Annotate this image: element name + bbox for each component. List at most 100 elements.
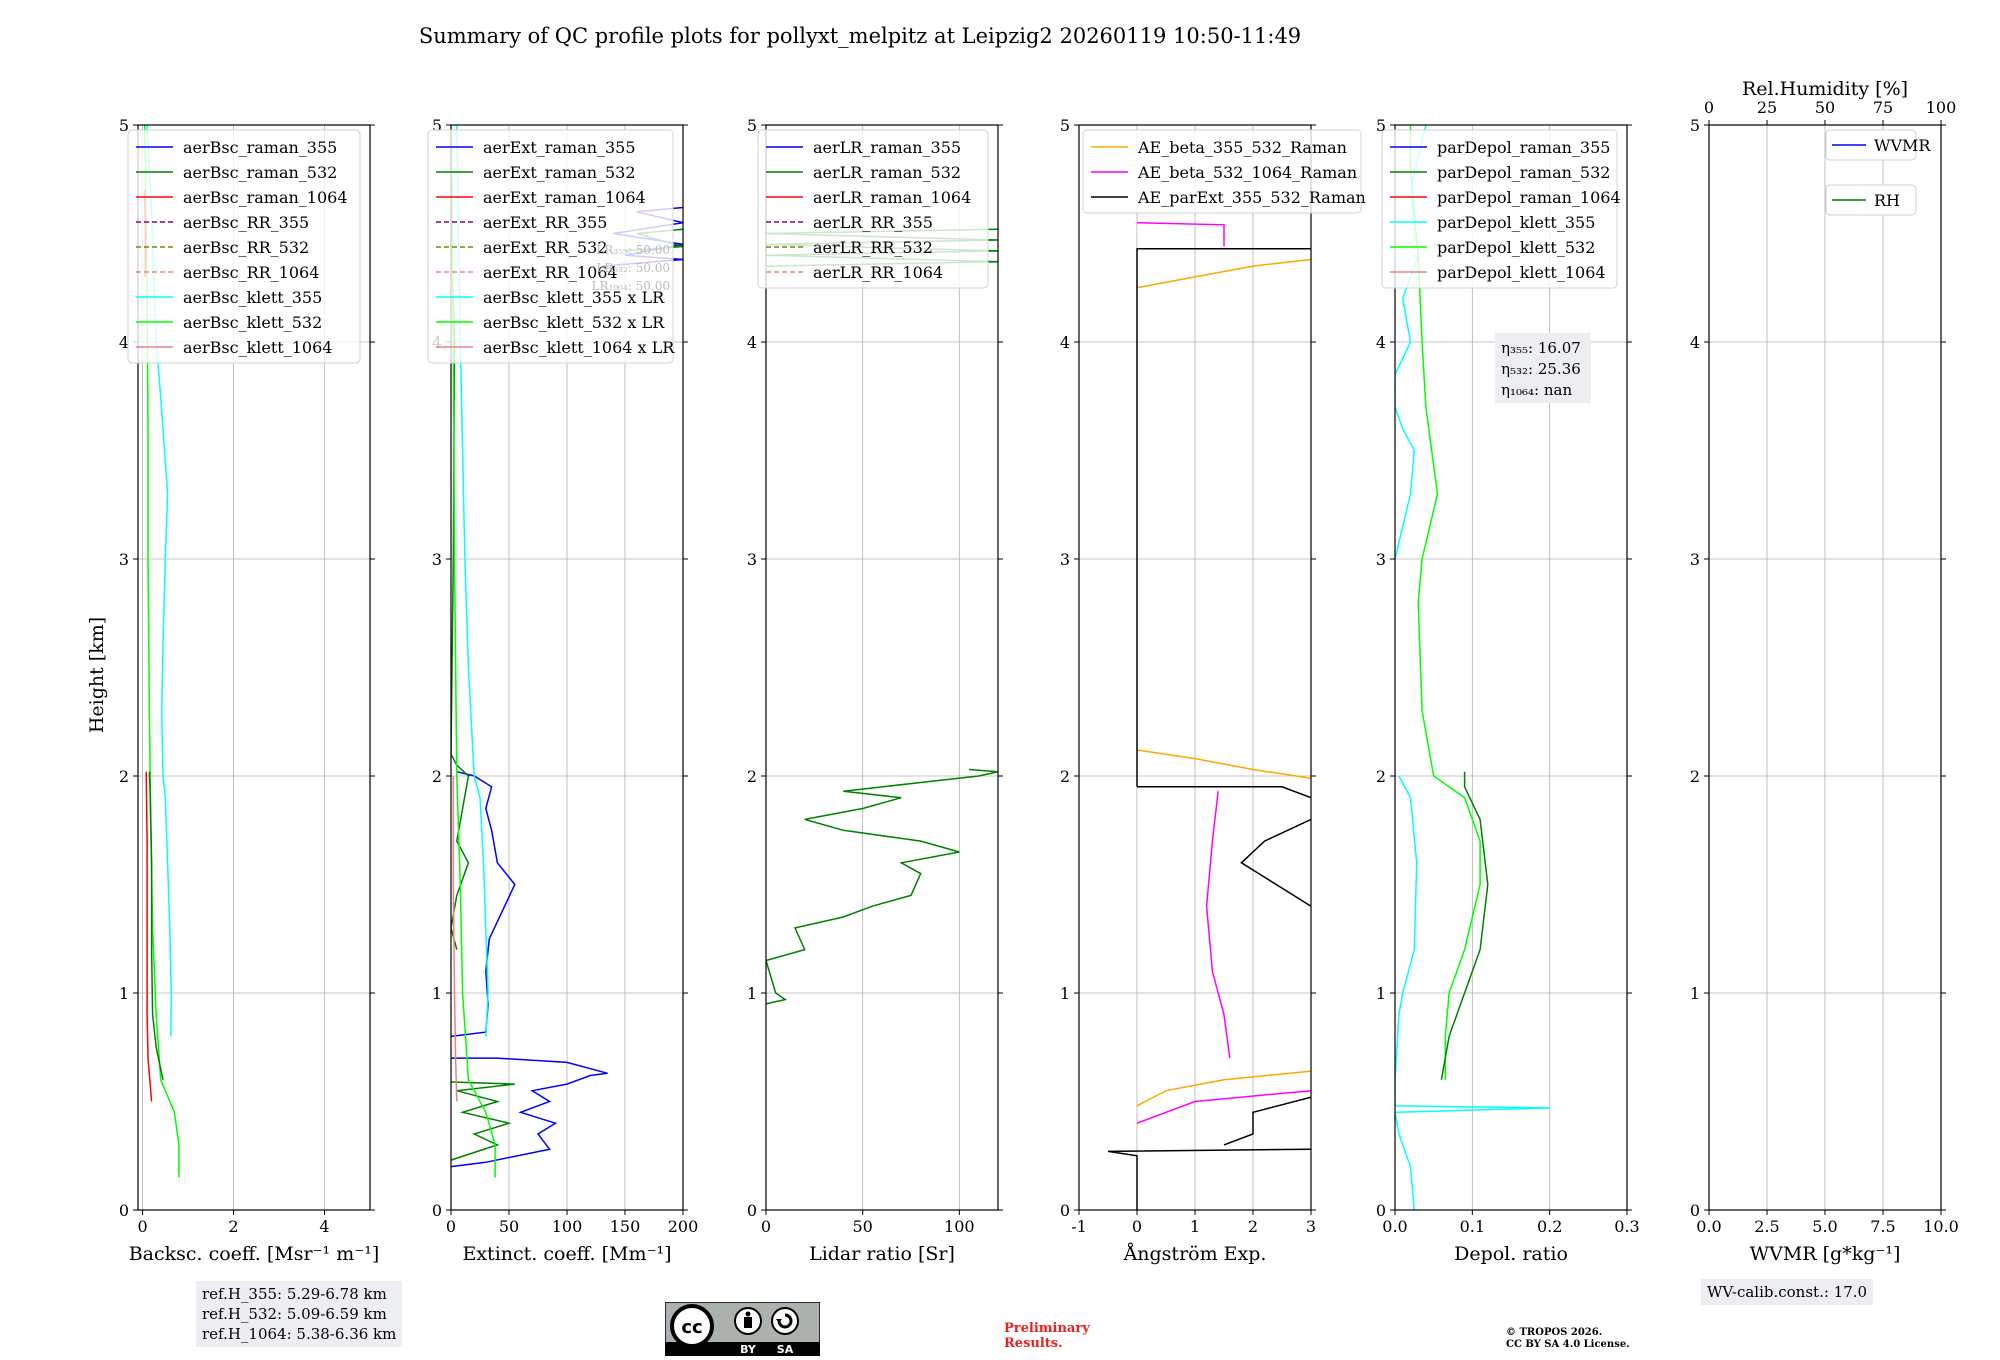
x-tick-label: 10.0: [1923, 1217, 1959, 1236]
y-tick-label: 3: [1060, 550, 1070, 569]
legend-item-label: parDepol_raman_532: [1437, 163, 1610, 182]
chart-panel-ext: 050100150200012345Extinct. coeff. [Mm⁻¹]…: [427, 116, 698, 1265]
legend-item-label: parDepol_klett_1064: [1437, 263, 1606, 282]
x-tick-label: 7.5: [1870, 1217, 1895, 1236]
preliminary-results-note: Preliminary Results.: [1004, 1321, 1090, 1351]
legend-item-label: aerBsc_klett_532 x LR: [483, 313, 665, 332]
y-tick-label: 2: [1060, 767, 1070, 786]
y-axis-label: Height [km]: [86, 617, 108, 733]
series-line-ae-beta-532-1064-raman: [1136, 1089, 1311, 1124]
series-line-ae-parext-355-532-raman: [1107, 1148, 1311, 1210]
legend-item-label: aerBsc_RR_355: [183, 213, 309, 232]
legend-item-label: aerBsc_raman_1064: [183, 188, 348, 207]
x-tick-label: 0.2: [1537, 1217, 1562, 1236]
x-tick-label: 50: [499, 1217, 519, 1236]
y-tick-label: 4: [119, 333, 129, 352]
x-tick-label: -1: [1071, 1217, 1087, 1236]
preliminary-line-2: Results.: [1004, 1336, 1063, 1351]
legend: aerExt_raman_355 aerExt_raman_532 aerExt_r…: [427, 129, 675, 364]
legend-item-label: aerBsc_klett_1064 x LR: [483, 338, 675, 357]
series-line-aerbsc-raman-532: [148, 771, 164, 1080]
chart-panel-wvmr: 0.0 2.5 5.0 7.5 10.0 0 1 2 3 4 5 WVMR [g*kg⁻¹] 0 25 50…: [1690, 78, 1959, 1265]
legend-item-label: aerLR_RR_1064: [813, 263, 943, 282]
series-line-ae-parext-355-532-raman-mid: [1137, 786, 1311, 799]
legend-item-label: aerLR_RR_355: [813, 213, 933, 232]
x-tick-label: 0: [1132, 1217, 1142, 1236]
y-tick-label: 4: [1376, 333, 1386, 352]
legend-item-label: AE_parExt_355_532_Raman: [1137, 188, 1366, 207]
legend-item-label: aerExt_RR_355: [483, 213, 607, 232]
legend-item-label: aerBsc_RR_1064: [183, 263, 319, 282]
x-tick-label: 2.5: [1754, 1217, 1779, 1236]
y-tick-label: 0: [1376, 1201, 1386, 1220]
plot-frame: [1394, 124, 1628, 1211]
legend-item-label: RH: [1874, 191, 1900, 210]
legend: aerBsc_raman_355 aerBsc_raman_532 aerBsc_r…: [127, 129, 361, 364]
y-tick-label: 0: [747, 1201, 757, 1220]
y-tick-label: 2: [1376, 767, 1386, 786]
top-axis-label: Rel.Humidity [%]: [1742, 78, 1908, 100]
y-tick-label: 0: [119, 1201, 129, 1220]
license-sa-label: SA: [777, 1343, 794, 1356]
eta-label: η₅₃₂: 25.36: [1501, 360, 1581, 378]
x-axis-label: Ångström Exp.: [1123, 1243, 1267, 1265]
y-tick-label: 1: [1060, 984, 1070, 1003]
plot-frame: [765, 124, 999, 1211]
copyright-note: © TROPOS 2026. CC BY SA 4.0 License.: [1506, 1327, 1630, 1351]
x-tick-label: 100: [552, 1217, 583, 1236]
attribution-icon: [734, 1307, 762, 1335]
series-line-ae-beta-355-532-raman-mid: [1136, 749, 1311, 779]
copyright-line-1: © TROPOS 2026.: [1506, 1327, 1603, 1338]
y-tick-label: 2: [432, 767, 442, 786]
legend-item-label: AE_beta_355_532_Raman: [1137, 138, 1347, 157]
cc-logo-text: cc: [681, 1317, 702, 1338]
x-axis-label: Extinct. coeff. [Mm⁻¹]: [462, 1243, 671, 1265]
y-tick-label: 1: [119, 984, 129, 1003]
series-line-aerbsc-klett-355-x-lr: [456, 125, 489, 1037]
lidar-ratio-label: LR₃₅₅: 50.00: [596, 243, 670, 257]
series-line-aerbsc-klett-1064-x-lr: [452, 776, 458, 1102]
legend-item-label: aerExt_raman_532: [483, 163, 636, 182]
legend-item-label: aerBsc_klett_355: [183, 288, 322, 307]
top-tick-label: 100: [1926, 98, 1957, 117]
legend-frame: [1082, 129, 1362, 214]
legend: parDepol_raman_355 parDepol_raman_532 parD…: [1381, 129, 1621, 289]
x-tick-label: 100: [944, 1217, 975, 1236]
share-alike-icon: [771, 1307, 799, 1335]
legend: aerLR_raman_355 aerLR_raman_532 aerLR_rama…: [757, 129, 989, 289]
y-tick-label: 3: [432, 550, 442, 569]
eta-label: η₃₅₅: 16.07: [1501, 339, 1581, 357]
y-tick-label: 1: [1690, 984, 1700, 1003]
top-tick-label: 75: [1873, 98, 1893, 117]
lidar-ratio-label: LR₅₃₂: 50.00: [596, 261, 670, 275]
series-line-ae-parext-355-532-raman-mid2: [1240, 818, 1311, 907]
y-tick-label: 0: [1690, 1201, 1700, 1220]
series-line-aerext-raman-532-upper: [451, 298, 470, 950]
legend-item-label: aerExt_raman_1064: [483, 188, 646, 207]
y-tick-label: 2: [747, 767, 757, 786]
y-tick-label: 2: [119, 767, 129, 786]
series-line-aerext-raman-355: [451, 1057, 608, 1168]
y-tick-label: 0: [432, 1201, 442, 1220]
legend-item-label: aerLR_raman_532: [813, 163, 961, 182]
legend: RH: [1825, 184, 1917, 216]
legend: AE_beta_355_532_Raman AE_beta_532_1064_Ra…: [1082, 129, 1366, 214]
x-tick-label: 0: [446, 1217, 456, 1236]
y-tick-label: 1: [747, 984, 757, 1003]
y-tick-label: 1: [432, 984, 442, 1003]
x-tick-label: 0.0: [1696, 1217, 1721, 1236]
series-line-aerlr-raman-532: [766, 768, 998, 1005]
wv-calib-constant: WV-calib.const.: 17.0: [1707, 1283, 1868, 1301]
reference-heights-box: ref.H_355: 5.29-6.78 km ref.H_532: 5.09-…: [196, 1281, 403, 1347]
x-tick-label: 4: [319, 1217, 329, 1236]
y-tick-label: 4: [1060, 333, 1070, 352]
legend-item-label: aerExt_raman_355: [483, 138, 636, 157]
ref-height-355: ref.H_355: 5.29-6.78 km: [202, 1285, 387, 1303]
legend-item-label: aerBsc_raman_355: [183, 138, 337, 157]
chart-panel-lr: 0 50 100 0 1 2 3 4 5 Lidar ratio [Sr] aerLR_raman_…: [747, 116, 1003, 1265]
preliminary-line-1: Preliminary: [1004, 1321, 1090, 1336]
x-tick-label: 5.0: [1812, 1217, 1837, 1236]
y-tick-label: 1: [1376, 984, 1386, 1003]
y-tick-label: 5: [1060, 116, 1070, 135]
